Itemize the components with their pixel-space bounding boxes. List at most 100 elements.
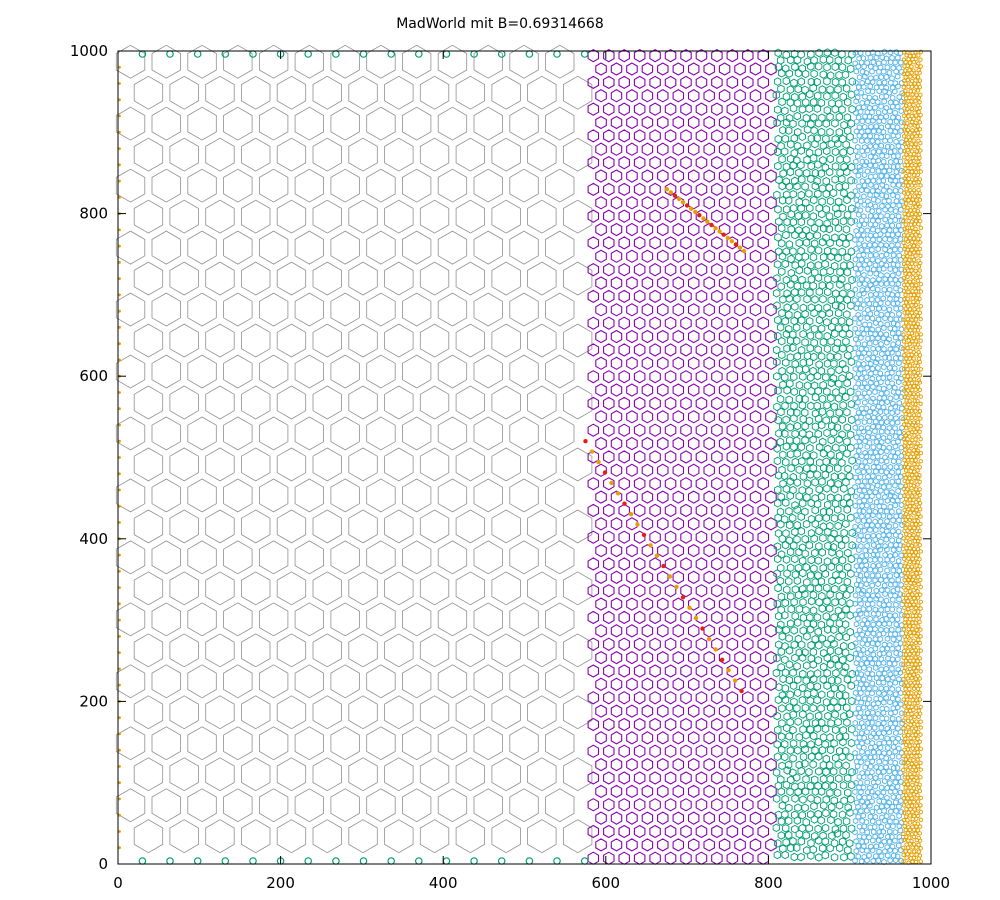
cell-regions [115,44,923,866]
defect-marker [701,216,706,221]
defect-marker [635,522,640,527]
y-tick-label: 200 [79,692,108,710]
defect-marker [737,245,743,250]
left-edge-marker [118,781,121,785]
left-edge-marker [118,553,121,557]
left-edge-marker [118,569,121,573]
defect-marker [672,193,678,198]
bottom-edge-marker [193,857,202,865]
left-edge-marker [118,586,121,589]
bottom-edge-marker [138,857,147,865]
defect-marker [667,574,673,579]
cell-region-3 [772,48,857,862]
cell-lattice-4 [852,48,905,866]
top-edge-marker [387,50,396,58]
left-edge-marker [118,130,121,134]
y-tick-label: 0 [98,855,108,873]
left-edge-marker [118,163,121,167]
top-edge-marker [525,50,534,58]
defect-marker [705,219,710,224]
y-tick-label: 1000 [70,42,108,60]
top-edge-marker [332,50,340,58]
left-edge-marker [118,147,121,151]
left-edge-marker [118,748,121,752]
top-edge-marker [497,50,506,58]
defect-marker [700,626,705,631]
bottom-edge-marker [470,857,478,865]
defect-marker [739,688,744,694]
defect-marker [628,511,634,517]
defect-marker [713,226,718,231]
defect-marker [676,196,682,202]
left-edge-marker [118,391,121,394]
defect-marker [641,532,647,538]
left-edge-marker [118,602,121,606]
axes: 0 200 400 600 800 1000 0 200 400 600 800 1000 [70,42,950,892]
x-tick-label: 400 [429,874,458,892]
defect-marker [596,459,601,465]
defect-marker [602,470,608,475]
bottom-edge-marker [497,857,506,865]
bottom-edge-marker [166,857,174,865]
left-edge-marker [118,797,121,801]
left-edge-marker [118,277,121,280]
left-edge-marker [118,732,121,736]
chart-title: MadWorld mit B=0.69314668 [396,16,604,32]
left-edge-marker [118,618,121,622]
defect-marker [726,668,731,673]
bottom-edge-marker [553,857,561,865]
defect-marker [615,491,621,496]
left-edge-marker [118,358,121,362]
defect-marker [654,553,660,558]
left-edge-marker [118,716,121,720]
defect-marker [687,605,692,610]
defect-marker [719,657,725,662]
x-tick-label: 0 [113,874,123,892]
top-edge-marker [193,50,202,58]
bottom-edge-marker [332,857,340,865]
left-edge-marker [118,456,121,459]
defect-marker [648,543,653,548]
top-edge-marker [359,50,368,58]
top-edge-marker [304,50,313,58]
bottom-edge-marker [580,857,589,865]
left-edge-marker [118,635,121,638]
cell-lattice-2 [587,48,777,865]
left-edge-marker [118,244,121,248]
left-edge-marker [118,326,121,329]
top-edge-marker [221,50,230,58]
bottom-edge-marker [414,857,423,865]
cell-region-5 [901,49,923,866]
left-edge-marker [118,846,121,850]
x-tick-label: 200 [266,874,295,892]
defect-marker [589,449,595,454]
defect-marker [717,229,722,234]
cell-region-2 [587,48,777,865]
left-edge-marker [118,521,121,524]
defect-marker [721,232,726,237]
defect-marker [609,480,614,486]
x-tick-label: 600 [591,874,620,892]
left-edge-marker [118,472,121,476]
defect-marker [733,242,739,247]
cell-lattice-1 [115,44,593,854]
x-tick-label: 1000 [912,874,950,892]
bottom-edge-marker [442,857,451,865]
left-edge-marker [118,228,121,232]
top-edge-marker [442,50,451,58]
plot-frame [117,50,932,865]
defect-marker [706,636,712,642]
left-edge-marker [118,651,121,654]
cell-lattice-5 [901,49,923,866]
left-edge-marker [118,667,121,671]
defect-marker [661,563,666,569]
defect-marker [697,213,702,218]
bottom-edge-marker [221,857,230,865]
defect-marker [729,239,734,244]
defect-marker [709,222,714,228]
left-edge-marker [118,407,121,411]
defect-marker [741,248,747,254]
cell-region-4 [852,48,905,866]
y-tick-label: 600 [79,367,108,385]
